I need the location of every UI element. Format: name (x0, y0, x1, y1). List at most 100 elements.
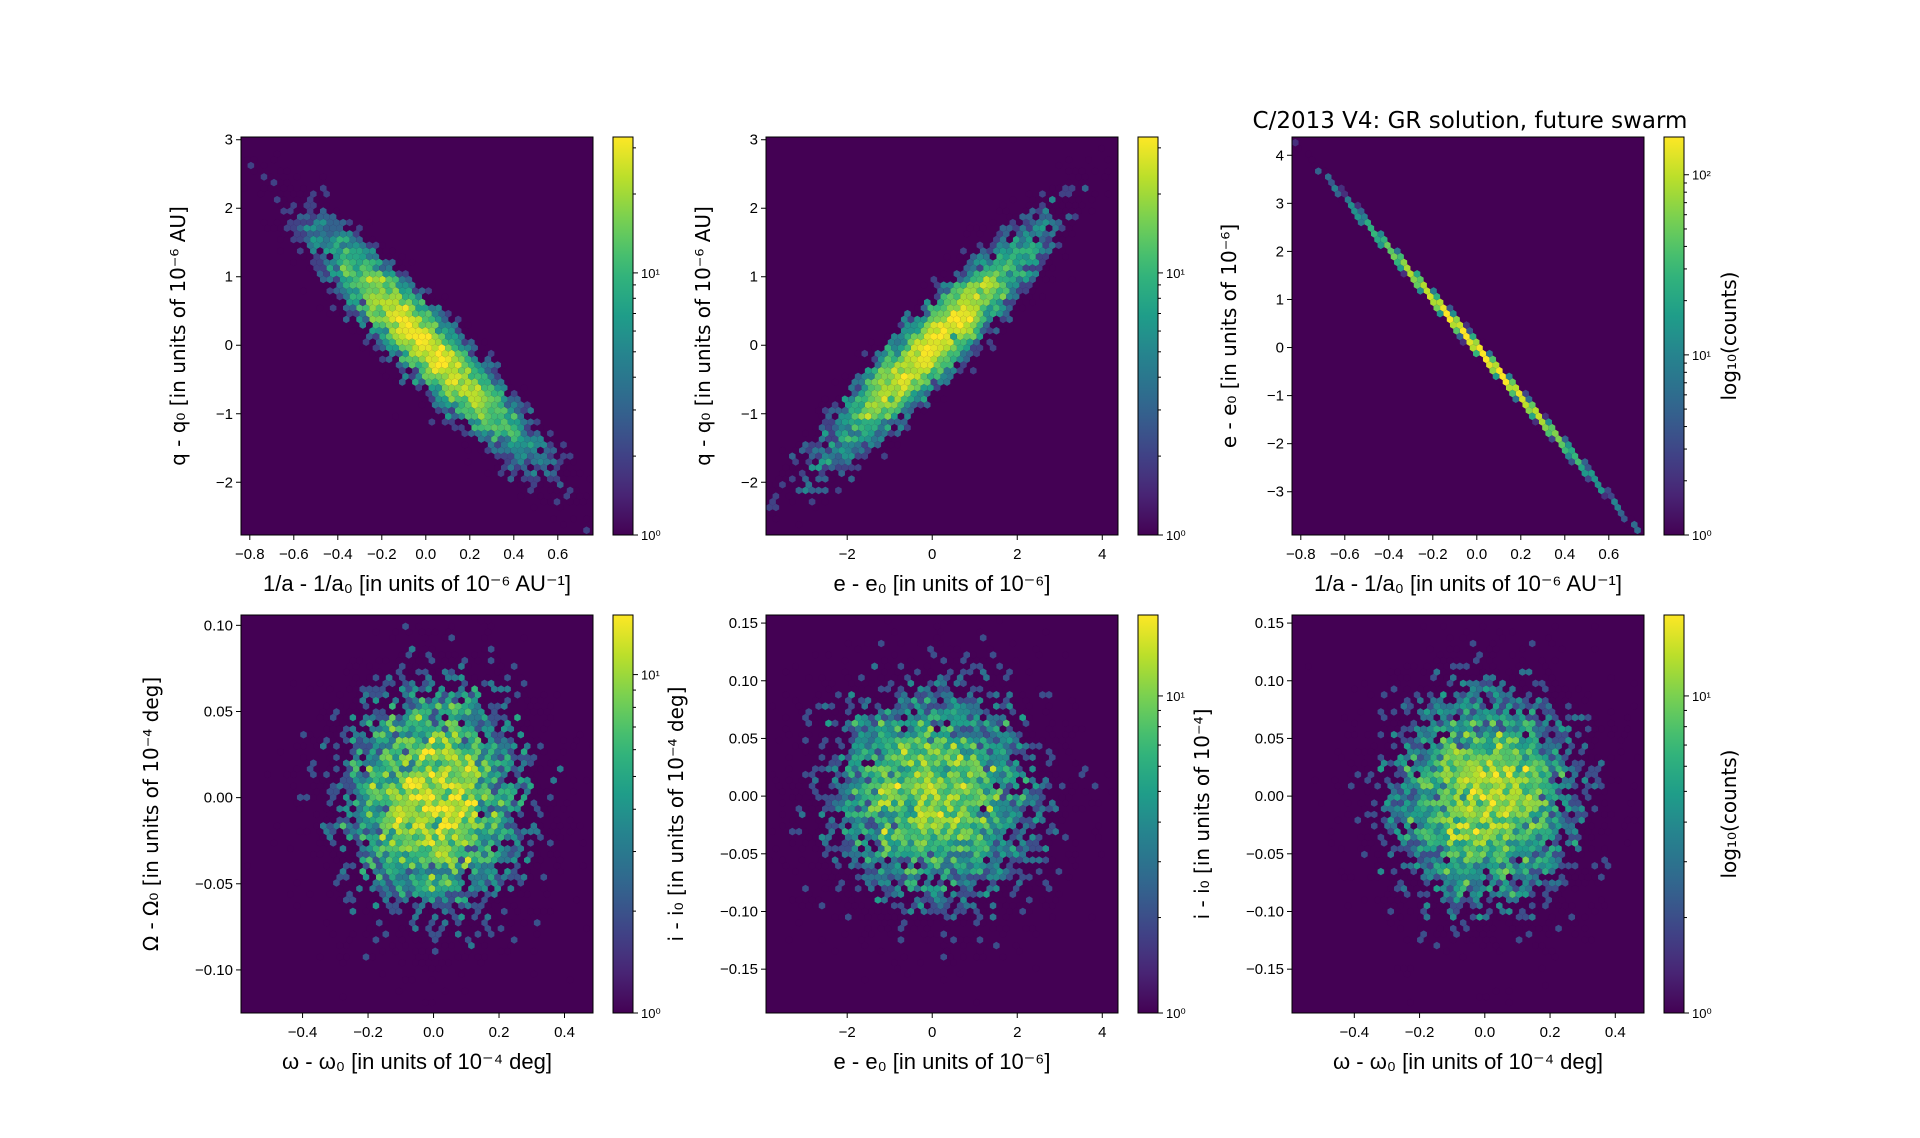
hexbin-cell (435, 702, 442, 710)
hexbin-cell (884, 662, 892, 671)
hexbin-cell (461, 702, 469, 710)
hexbin-cell (844, 913, 852, 921)
hexbin-cell (438, 810, 446, 819)
hexbin-cell (458, 685, 465, 693)
hexbin-cell (920, 736, 928, 745)
hexbin-cell (943, 936, 951, 944)
hexbin-cell (507, 463, 515, 472)
hexbin-cell (835, 406, 842, 415)
hexbin-cell (349, 270, 357, 278)
hexbin-cell (983, 252, 990, 261)
x-tick-label: 0.0 (1466, 546, 1487, 563)
hexbin-cell (510, 753, 518, 762)
hexbin-cell (359, 287, 367, 295)
hexbin-cell (947, 338, 954, 346)
hexbin-cell (1022, 833, 1030, 842)
hexbin-cell (448, 713, 455, 722)
hexbin-cell (402, 884, 409, 893)
hexbin-cell (950, 355, 957, 364)
hexbin-cell (550, 776, 557, 785)
hexbin-cell (792, 469, 799, 478)
hexbin-cell (461, 736, 469, 745)
hexbin-cell (798, 810, 806, 819)
hexbin-cell (798, 776, 806, 785)
hexbin-cell (395, 770, 403, 779)
hexbin-cell (1075, 207, 1082, 215)
hexbin-cell (904, 765, 911, 773)
hexbin-cell (766, 850, 770, 859)
hexbin-cell (372, 799, 380, 807)
hexbin-cell (313, 787, 320, 796)
hexbin-cell (487, 736, 495, 745)
hexbin-cell (1019, 862, 1026, 870)
colorbar-tick-label: 10¹ (1166, 266, 1185, 281)
hexbin-cell (973, 679, 980, 688)
hexbin-cell (973, 862, 980, 870)
hexbin-cell (1019, 235, 1026, 244)
hexbin-cell (418, 332, 426, 341)
hexbin-cell (366, 708, 373, 716)
hexbin-cell (431, 765, 439, 773)
hexbin-cell (871, 696, 878, 705)
hexbin-cell (1473, 338, 1480, 346)
hexbin-cell (418, 389, 426, 398)
hexbin-cell (854, 839, 862, 847)
hexbin-cell (422, 372, 429, 381)
hexbin-cell (815, 702, 822, 710)
hexbin-cell (438, 401, 446, 409)
hexbin-cell (1025, 793, 1033, 802)
hexbin-cell (415, 919, 422, 927)
hexbin-cell (527, 463, 534, 472)
hexbin-cell (402, 725, 409, 733)
hexbin-cell (389, 873, 396, 881)
hexbin-cell (435, 850, 442, 859)
hexbin-cell (923, 924, 931, 933)
hexbin-cell (999, 793, 1007, 802)
hexbin-cell (395, 884, 403, 893)
hexbin-cell (510, 412, 518, 421)
hexbin-cell (854, 702, 862, 710)
hexbin-cell (514, 452, 521, 460)
hexbin-cell (970, 252, 977, 261)
hexbin-cell (933, 759, 941, 767)
hexbin-cell (923, 332, 931, 341)
hexbin-cell (362, 304, 370, 312)
hexbin-cell (435, 668, 442, 676)
hexbin-cell (468, 793, 475, 802)
hexbin-cell (821, 782, 829, 790)
hexbin-cell (448, 782, 455, 790)
hexbin-cell (395, 748, 403, 756)
hexbin-cell (923, 867, 931, 876)
hexbin-cell (907, 839, 915, 847)
hexbin-cell (950, 776, 957, 785)
hexbin-cell (1019, 713, 1026, 722)
hexbin-cell (868, 759, 875, 767)
hexbin-cell (927, 679, 934, 688)
hexbin-cell (375, 805, 383, 813)
hexbin-cell (326, 685, 334, 693)
hexbin-cell (877, 639, 885, 648)
hexbin-cell (970, 696, 977, 705)
hexbin-cell (821, 406, 829, 415)
hexbin-cell (851, 412, 859, 421)
hexbin-cell (438, 913, 446, 921)
hexbin-cell (844, 879, 852, 887)
hexbin-cell (1052, 224, 1059, 232)
hexbin-cell (379, 879, 386, 887)
hexbin-cell (950, 685, 957, 693)
hexbin-cell (468, 713, 475, 722)
hexbin-cell (825, 651, 832, 659)
hexbin-cell (514, 816, 521, 824)
hexbin-cell (917, 719, 924, 728)
hexbin-cell (1049, 218, 1056, 227)
hexbin-cell (343, 725, 350, 733)
hexbin-cell (993, 736, 1000, 745)
hexbin-cell (871, 776, 878, 785)
hexbin-cell (979, 873, 987, 881)
hexbin-cell (894, 361, 901, 369)
hexbin-cell (1463, 332, 1470, 341)
hexbin-cell (352, 241, 360, 250)
hexbin-cell (520, 862, 528, 870)
hexbin-cell (313, 241, 320, 250)
hexbin-cell (927, 292, 934, 301)
